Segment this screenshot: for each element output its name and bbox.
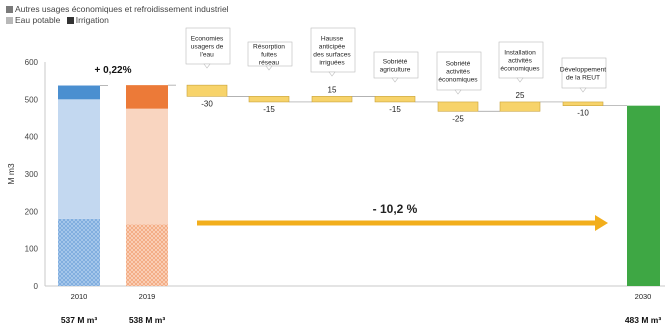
- step-callout-pointer-1: [203, 63, 211, 69]
- bar-2019-segment-2: [126, 108, 168, 225]
- step-value-3: 15: [328, 85, 337, 94]
- y-tick-label: 0: [34, 282, 39, 291]
- bar-2019-segment-1: [126, 224, 168, 286]
- step-value-6: 25: [516, 91, 525, 100]
- step-callout-pointer-7: [579, 87, 587, 93]
- step-label-4: Sobriété agriculture: [380, 58, 411, 73]
- x-tick-label-2030: 2030: [635, 292, 652, 301]
- step-value-7: -10: [577, 109, 589, 118]
- bar-2030: [627, 105, 660, 287]
- bar-2010-segment-2: [58, 99, 100, 219]
- legend: Autres usages économiques et refroidisse…: [6, 4, 229, 25]
- step-bar-6: [499, 101, 541, 112]
- step-label-2: Résorption fuites réseau: [253, 43, 285, 66]
- step-callout-pointer-5: [454, 89, 462, 95]
- legend-label-irrigation: Irrigation: [75, 14, 109, 25]
- step-bar-7: [562, 101, 604, 106]
- step-bar-3: [311, 96, 353, 103]
- y-tick-label: 600: [25, 58, 39, 67]
- bar-2019-segment-3: [126, 85, 168, 109]
- legend-label-autres: Autres usages économiques et refroidisse…: [15, 4, 229, 14]
- step-label-6: Installation activités économiques: [500, 49, 540, 72]
- step-label-7: Développement de la REUT: [560, 66, 606, 81]
- step-value-1: -30: [201, 99, 213, 108]
- y-tick-label: 100: [25, 245, 39, 254]
- step-label-5: Sobriété activités économiques: [438, 60, 478, 83]
- y-axis-title: M m3: [6, 163, 16, 185]
- y-tick-label: 200: [25, 207, 39, 216]
- change-annotation-total: - 10,2 %: [373, 202, 418, 216]
- step-callout-box-3: [310, 27, 356, 73]
- y-tick-label: 400: [25, 133, 39, 142]
- step-callout-box-7: [561, 57, 607, 89]
- step-callout-box-1: [185, 27, 231, 65]
- trend-arrow-head: [595, 215, 608, 231]
- step-label-1: Economies usagers de l'eau: [191, 35, 224, 58]
- x-tick-label-2019: 2019: [139, 292, 156, 301]
- step-bar-5: [437, 101, 479, 112]
- y-tick-label: 500: [25, 95, 39, 104]
- step-callout-pointer-2: [265, 65, 273, 71]
- step-value-2: -15: [263, 105, 275, 114]
- legend-entry-autres: Autres usages économiques et refroidisse…: [6, 4, 229, 15]
- step-callout-pointer-4: [391, 77, 399, 83]
- bars-layer: [58, 84, 660, 287]
- step-callout-pointer-6: [516, 77, 524, 83]
- step-label-3: Hausse anticipée des surfaces irriguées: [313, 35, 351, 66]
- step-bar-2: [248, 96, 290, 103]
- step-value-5: -25: [452, 114, 464, 123]
- step-callout-box-2: [247, 41, 293, 67]
- x-tick-label-2010: 2010: [71, 292, 88, 301]
- total-label-2030: 483 M m³: [625, 315, 662, 325]
- legend-entry-eau-potable: Eau potable Irrigation: [6, 15, 229, 26]
- labels-layer: 2010 537 M m³ 2019 538 M m³ 2030 483 M m³ -30 E…: [61, 27, 662, 325]
- bar-2010-segment-3: [58, 85, 100, 100]
- bar-2010-segment-1: [58, 218, 100, 286]
- step-value-4: -15: [389, 105, 401, 114]
- legend-swatch-irrigation: [66, 16, 74, 24]
- step-callout-box-5: [436, 51, 482, 91]
- total-label-2010: 537 M m³: [61, 315, 98, 325]
- step-callout-pointer-3: [328, 71, 336, 77]
- step-callout-box-6: [498, 41, 544, 79]
- step-callout-box-4: [373, 51, 419, 79]
- legend-swatch-eau-potable: [6, 16, 13, 24]
- change-annotation-2010-2019: + 0,22%: [95, 65, 132, 76]
- legend-label-eau-potable: Eau potable: [15, 14, 61, 25]
- total-label-2019: 538 M m³: [129, 315, 166, 325]
- step-bar-1: [186, 84, 228, 97]
- legend-swatch-autres: [6, 6, 13, 13]
- step-bar-4: [374, 96, 416, 103]
- y-tick-label: 300: [25, 170, 39, 179]
